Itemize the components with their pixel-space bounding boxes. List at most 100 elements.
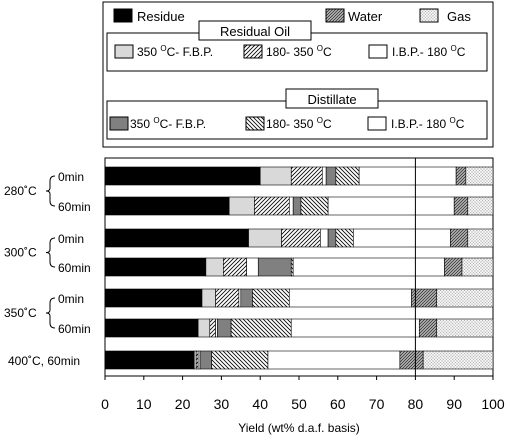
bar-segment-d-ibp-180 xyxy=(327,196,455,216)
bar-segment-gas xyxy=(422,350,494,370)
bar-segment-ro-350-fbp xyxy=(248,228,282,248)
residual-oil-title-box xyxy=(198,20,312,41)
bar-segment-d-350-fbp xyxy=(240,288,253,308)
residual-oil-title: Residual Oil xyxy=(220,24,290,39)
legend-item-ro-180-350: 180- 350 OC xyxy=(243,44,332,59)
legend-swatch-d-ibp-180 xyxy=(367,116,387,131)
group-labels: 280˚C 300˚C 350˚C xyxy=(4,175,56,329)
legend-item-d-ibp-180: I.B.P.- 180 OC xyxy=(367,116,465,131)
x-tick-label: 0 xyxy=(101,396,109,412)
bar-segment-ro-180-350 xyxy=(209,318,216,338)
row-labels: 0min 60min 0min 60min 0min 60min 400˚C, 60min xyxy=(8,170,91,368)
bar-segment-water xyxy=(455,166,467,186)
bar-segment-water xyxy=(444,257,463,277)
legend-item-ro-ibp-180: I.B.P.- 180 OC xyxy=(368,44,466,59)
bar-segment-d-ibp-180 xyxy=(358,166,457,186)
bar-segment-ro-ibp-180 xyxy=(320,228,329,248)
bar-segment-gas xyxy=(467,196,494,216)
bar-segment-d-180-350 xyxy=(300,196,329,216)
bar-segment-d-ibp-180 xyxy=(288,288,412,308)
bar-segment-ro-180-350 xyxy=(223,257,247,277)
bar-segment-water xyxy=(399,350,424,370)
bar-segment-d-350-fbp xyxy=(217,318,232,338)
x-axis-label: Yield (wt% d.a.f. basis) xyxy=(238,421,360,435)
x-tick-label: 30 xyxy=(214,396,230,412)
distillate-title-box xyxy=(285,88,379,109)
bar-segment-d-ibp-180 xyxy=(290,318,420,338)
bar-segment-ro-350-fbp xyxy=(197,318,211,338)
bar-segment-residue xyxy=(104,318,199,338)
bar-segment-residue xyxy=(104,257,207,277)
legend-label-gas: Gas xyxy=(447,9,471,24)
x-tick-label: 40 xyxy=(252,396,268,412)
bar-segment-ro-350-fbp xyxy=(201,288,216,308)
distillate-title: Distillate xyxy=(307,92,356,107)
legend-swatch-water xyxy=(325,8,345,23)
x-axis-ticks: 0 10 20 30 40 50 60 70 80 90 100 xyxy=(101,376,505,412)
bar-segment-ro-ibp-180 xyxy=(246,257,259,277)
bars-layer xyxy=(104,166,494,370)
bar-segment-d-180-350 xyxy=(252,288,290,308)
legend-swatch-residue xyxy=(113,8,133,23)
bar-segment-gas xyxy=(436,318,494,338)
x-tick-label: 20 xyxy=(175,396,191,412)
legend-label-d-ibp-180: I.B.P.- 180 OC xyxy=(391,116,465,131)
bar-segment-ro-180-350 xyxy=(290,166,323,186)
bar-segment-gas xyxy=(465,166,494,186)
group-label: 280˚C xyxy=(4,184,37,198)
bar-segment-water xyxy=(418,318,438,338)
legend-swatch-ro-ibp-180 xyxy=(368,44,388,59)
bar-segment-gas xyxy=(461,257,494,277)
bar-segment-ro-180-350 xyxy=(254,196,290,216)
legend-swatch-d-180-350 xyxy=(245,116,265,131)
legend-label-d-180-350: 180- 350 OC xyxy=(266,116,332,131)
legend-label-ro-180-350: 180- 350 OC xyxy=(266,44,332,59)
bar-segment-d-350-fbp xyxy=(199,350,212,370)
bar-segment-ro-180-350 xyxy=(215,288,240,308)
bar-segment-ro-180-350 xyxy=(281,228,321,248)
legend-item-d-180-350: 180- 350 OC xyxy=(245,116,332,131)
bar-segment-gas xyxy=(436,288,494,308)
legend-label-water: Water xyxy=(348,9,383,24)
row-label: 0min xyxy=(58,232,84,246)
legend-swatch-ro-180-350 xyxy=(243,44,263,59)
bar-segment-residue xyxy=(104,350,195,370)
group-brace xyxy=(45,237,56,268)
bar-segment-residue xyxy=(104,166,261,186)
group-label: 300˚C xyxy=(4,246,37,260)
x-tick-label: 60 xyxy=(330,396,346,412)
legend-item-ro-350-fbp: 350 OC- F.B.P. xyxy=(114,44,213,59)
bar-segment-ro-350-fbp xyxy=(259,166,292,186)
bar-segment-gas xyxy=(467,228,494,248)
row-label: 0min xyxy=(58,170,84,184)
x-tick-label: 80 xyxy=(408,396,424,412)
x-tick-label: 90 xyxy=(446,396,462,412)
bar-segment-d-350-fbp xyxy=(292,196,302,216)
legend-label-residue: Residue xyxy=(137,9,185,24)
legend-item-residue: Residue xyxy=(113,8,185,24)
bar-segment-d-350-fbp xyxy=(325,166,337,186)
legend-label-ro-350-fbp: 350 OC- F.B.P. xyxy=(137,44,213,59)
bar-segment-d-ibp-180 xyxy=(267,350,401,370)
row-label: 60min xyxy=(58,261,91,275)
row-label: 60min xyxy=(58,200,91,214)
bar-segment-d-ibp-180 xyxy=(292,257,445,277)
bar-segment-ro-350-fbp xyxy=(228,196,255,216)
bar-segment-d-180-350 xyxy=(211,350,269,370)
group-label: 350˚C xyxy=(4,306,37,320)
row-label: 400˚C, 60min xyxy=(8,354,80,368)
bar-segment-water xyxy=(450,228,469,248)
bar-segment-d-350-fbp xyxy=(257,257,292,277)
bar-segment-d-180-350 xyxy=(335,228,354,248)
bar-segment-d-ibp-180 xyxy=(353,228,451,248)
legend-swatch-ro-350-fbp xyxy=(114,44,134,59)
x-tick-label: 50 xyxy=(291,396,307,412)
legend-swatch-d-350-fbp xyxy=(109,116,129,131)
bar-segment-d-350-fbp xyxy=(327,228,337,248)
bar-segment-residue xyxy=(104,288,203,308)
bar-segment-residue xyxy=(104,228,249,248)
legend-swatch-gas xyxy=(419,8,439,23)
bar-segment-residue xyxy=(104,196,230,216)
